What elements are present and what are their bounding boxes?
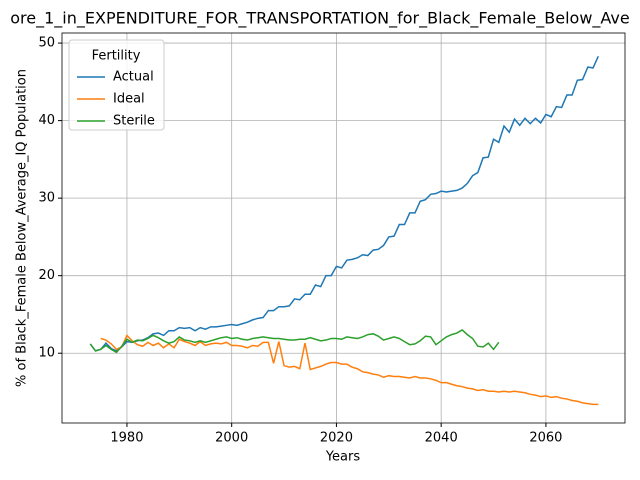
line-series — [89, 55, 599, 352]
y-axis-label: % of Black_Female Below_Average_IQ Popul… — [15, 69, 30, 387]
plot-frame — [61, 32, 626, 424]
legend-title: Fertility — [92, 49, 141, 64]
legend-label: Actual — [113, 70, 154, 85]
legend-label: Ideal — [113, 92, 145, 107]
line-series — [89, 329, 500, 354]
x-tick-label: 2000 — [215, 431, 248, 446]
x-tick-label: 1980 — [110, 431, 143, 446]
x-tick-label: 2040 — [425, 431, 458, 446]
y-tick-label: 40 — [38, 113, 55, 128]
legend-box — [68, 39, 165, 131]
y-tick-label: 30 — [38, 191, 55, 206]
legend-label: Sterile — [113, 114, 155, 129]
x-tick-label: 2060 — [529, 431, 562, 446]
y-tick-label: 10 — [38, 346, 55, 361]
y-tick-label: 50 — [38, 36, 55, 51]
y-tick-label: 20 — [38, 268, 55, 283]
chart-title: ore_1_in_EXPENDITURE_FOR_TRANSPORTATION_… — [10, 9, 629, 29]
x-tick-label: 2020 — [320, 431, 353, 446]
line-series — [100, 334, 599, 406]
x-axis-label: Years — [325, 450, 361, 465]
